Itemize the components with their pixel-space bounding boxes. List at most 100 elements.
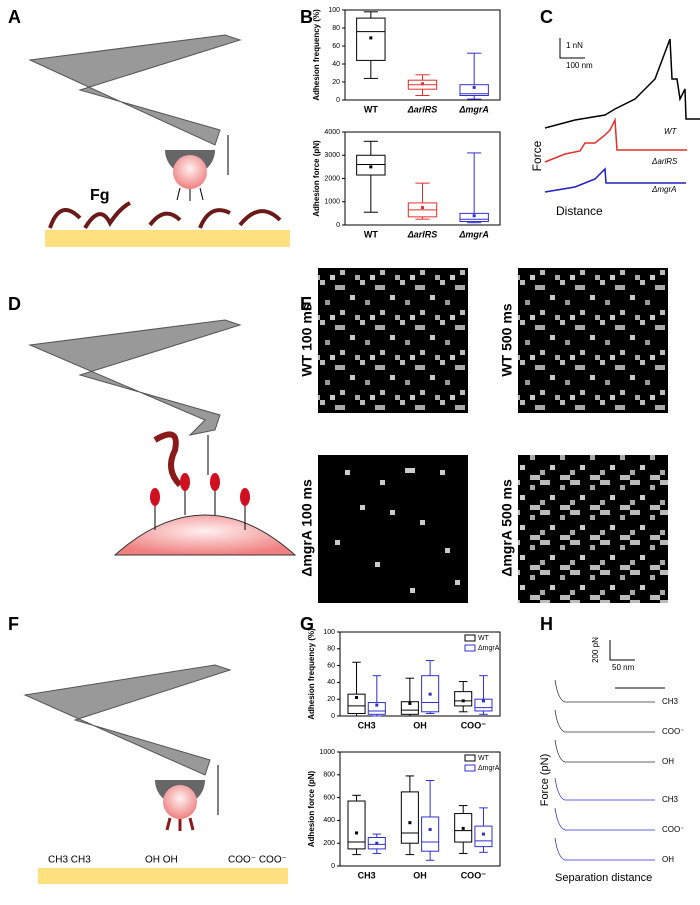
y-axis-label: Adhesion frequency (%) bbox=[307, 628, 316, 720]
substrate bbox=[45, 230, 290, 247]
adhesion-map bbox=[318, 268, 468, 413]
map-label: ΔmgrA 100 ms bbox=[299, 479, 315, 577]
box bbox=[474, 825, 493, 848]
map-pixels bbox=[335, 468, 460, 593]
y-tick-label: 4000 bbox=[324, 129, 340, 136]
mean bbox=[461, 699, 465, 703]
y-axis-label: Adhesion force (pN) bbox=[312, 140, 321, 217]
y-tick-label: 3000 bbox=[324, 152, 340, 159]
y-tick-label: 60 bbox=[327, 662, 335, 669]
y-tick-label: 20 bbox=[327, 696, 335, 703]
scale-label: 1 nN bbox=[566, 41, 583, 50]
adhesins bbox=[165, 817, 195, 831]
x-tick-label: CH3 bbox=[358, 870, 376, 880]
curve-label: COO⁻ bbox=[662, 727, 684, 736]
y-tick-label: 800 bbox=[323, 772, 335, 779]
curve-label: ΔarlRS bbox=[651, 157, 678, 166]
cantilever bbox=[23, 664, 232, 776]
mean bbox=[421, 82, 424, 86]
y-tick-label: 0 bbox=[336, 97, 340, 104]
mean bbox=[472, 214, 476, 218]
x-tick-label: ΔmgrA bbox=[458, 104, 489, 114]
scale-label: 50 nm bbox=[612, 663, 635, 672]
cantilever bbox=[28, 34, 242, 146]
x-tick-label: OH bbox=[413, 720, 427, 730]
curve-label: ΔmgrA bbox=[651, 185, 676, 194]
y-tick-label: 600 bbox=[323, 794, 335, 801]
y-tick-label: 100 bbox=[323, 629, 335, 636]
x-tick-label: ΔarlRS bbox=[407, 104, 438, 114]
adhesins bbox=[176, 187, 204, 201]
force-curve bbox=[544, 167, 686, 193]
y-tick-label: 2000 bbox=[324, 175, 340, 182]
box bbox=[367, 837, 386, 850]
bacterium bbox=[173, 155, 207, 189]
panel-letter: E bbox=[300, 294, 312, 314]
legend-swatch bbox=[464, 764, 476, 772]
y-tick-label: 0 bbox=[331, 863, 335, 870]
mean bbox=[375, 841, 379, 845]
label: Fg bbox=[90, 187, 110, 204]
legend-label: WT bbox=[478, 755, 490, 762]
legend-swatch bbox=[464, 634, 476, 642]
y-tick-label: 0 bbox=[331, 713, 335, 720]
adhesion-map bbox=[518, 455, 668, 603]
y-tick-label: 60 bbox=[332, 43, 340, 50]
map-label: ΔmgrA 500 ms bbox=[499, 479, 515, 577]
mean bbox=[461, 826, 465, 830]
substrate bbox=[38, 868, 288, 884]
mean bbox=[428, 692, 432, 696]
fibrinogen bbox=[153, 431, 183, 488]
mean bbox=[408, 701, 412, 705]
scale-bar bbox=[559, 38, 585, 59]
y-tick-label: 400 bbox=[323, 817, 335, 824]
scale-bar bbox=[609, 640, 635, 661]
y-tick-label: 20 bbox=[332, 79, 340, 86]
x-tick-label: ΔmgrA bbox=[458, 229, 489, 239]
adhesin-heads bbox=[150, 473, 250, 506]
bacterium bbox=[163, 785, 197, 819]
y-tick-label: 40 bbox=[327, 679, 335, 686]
y-tick-label: 40 bbox=[332, 61, 340, 68]
box bbox=[347, 800, 366, 850]
box bbox=[356, 17, 386, 61]
mean bbox=[472, 85, 476, 89]
mean bbox=[369, 165, 373, 169]
curve-label: OH bbox=[662, 855, 674, 864]
y-tick-label: 80 bbox=[332, 25, 340, 32]
panel-letter: F bbox=[8, 614, 19, 634]
legend-label: ΔmgrA bbox=[478, 765, 500, 772]
surface-label: COO⁻ COO⁻ bbox=[228, 855, 287, 866]
mean bbox=[481, 699, 485, 703]
fibrinogen bbox=[48, 201, 282, 230]
x-tick-label: WT bbox=[364, 104, 378, 114]
x-tick-label: COO⁻ bbox=[461, 870, 487, 880]
legend-swatch bbox=[464, 644, 476, 652]
y-tick-label: 200 bbox=[323, 840, 335, 847]
map-label: WT 500 ms bbox=[499, 303, 515, 376]
y-tick-label: 0 bbox=[336, 222, 340, 229]
mean bbox=[481, 832, 485, 836]
force-curve bbox=[544, 117, 687, 163]
surface-label: CH3 CH3 bbox=[48, 855, 91, 866]
mean bbox=[375, 703, 379, 707]
box bbox=[400, 791, 419, 844]
adhesins bbox=[154, 490, 246, 530]
bacterium bbox=[113, 514, 297, 556]
panel-letter: G bbox=[300, 614, 314, 634]
y-tick-label: 80 bbox=[327, 646, 335, 653]
box bbox=[347, 693, 366, 714]
box bbox=[454, 813, 473, 843]
panel-letter: C bbox=[540, 7, 553, 27]
panel-letter: B bbox=[300, 7, 313, 27]
panel-letter: A bbox=[8, 7, 21, 27]
scale-label: 100 nm bbox=[566, 61, 593, 70]
panel-letter: H bbox=[540, 614, 553, 634]
x-tick-label: COO⁻ bbox=[461, 720, 487, 730]
curve-label: WT bbox=[664, 127, 678, 136]
scale-label: 200 pN bbox=[591, 637, 600, 663]
adhesion-map bbox=[318, 455, 468, 603]
legend-label: WT bbox=[478, 635, 490, 642]
y-tick-label: 100 bbox=[328, 7, 340, 14]
